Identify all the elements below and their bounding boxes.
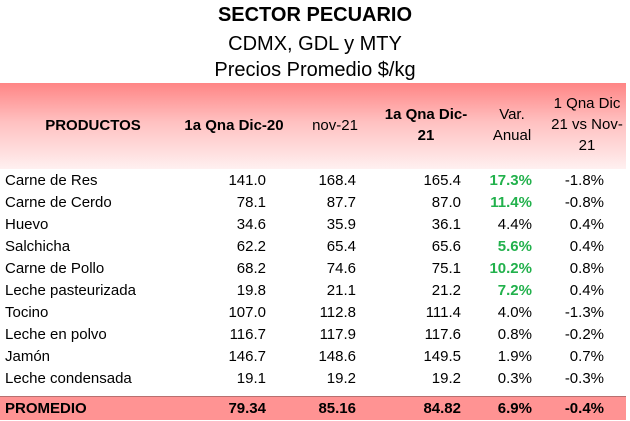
- cell-producto: Jamón: [5, 348, 51, 365]
- footer-var-anual: 6.9%: [497, 400, 532, 417]
- table-row: Salchicha 62.2 65.4 65.6 5.6% 0.4%: [0, 236, 626, 258]
- cell-dic20: 116.7: [229, 326, 266, 343]
- header-var-mensual-line1: 1 Qna Dic: [553, 95, 621, 112]
- cell-dic21: 21.2: [431, 282, 461, 299]
- table-row: Tocino 107.0 112.8 111.4 4.0% -1.3%: [0, 302, 626, 324]
- footer-dic21: 84.82: [423, 400, 461, 417]
- cell-dic21: 165.4: [423, 172, 461, 189]
- header-var-anual: Var. Anual: [482, 104, 542, 146]
- cell-producto: Carne de Pollo: [5, 260, 105, 277]
- table-row: Carne de Pollo 68.2 74.6 75.1 10.2% 0.8%: [0, 258, 626, 280]
- cell-nov21: 87.7: [326, 194, 356, 211]
- page-title: SECTOR PECUARIO: [217, 4, 413, 26]
- cell-var-anual: 7.2%: [497, 282, 532, 299]
- cell-var-anual: 5.6%: [497, 238, 532, 255]
- cell-var-anual: 11.4%: [490, 194, 532, 211]
- cell-var-mensual: 0.4%: [569, 282, 604, 299]
- cell-producto: Huevo: [5, 216, 49, 233]
- cell-nov21: 19.2: [326, 370, 356, 387]
- header-productos: PRODUCTOS: [45, 117, 141, 134]
- cell-dic20: 146.7: [228, 348, 266, 365]
- cell-var-mensual: -0.3%: [564, 370, 604, 387]
- cell-dic20: 141.0: [228, 172, 266, 189]
- cell-dic21: 111.4: [425, 304, 461, 321]
- table-row: Leche condensada 19.1 19.2 19.2 0.3% -0.…: [0, 368, 626, 390]
- cell-var-mensual: -1.8%: [564, 172, 604, 189]
- table-row: Leche pasteurizada 19.8 21.1 21.2 7.2% 0…: [0, 280, 626, 302]
- table-row: Jamón 146.7 148.6 149.5 1.9% 0.7%: [0, 346, 626, 368]
- cell-dic20: 68.2: [236, 260, 266, 277]
- header-var-mensual: 1 Qna Dic 21 vs Nov- 21: [546, 93, 628, 156]
- cell-dic21: 36.1: [431, 216, 461, 233]
- page-subtitle-units: Precios Promedio $/kg: [214, 59, 416, 81]
- footer-nov21: 85.16: [318, 400, 356, 417]
- cell-producto: Leche pasteurizada: [5, 282, 136, 299]
- header-dic21: 1a Qna Dic- 21: [376, 104, 476, 146]
- cell-nov21: 21.1: [326, 282, 356, 299]
- cell-var-anual: 0.8%: [497, 326, 532, 343]
- cell-nov21: 148.6: [318, 348, 356, 365]
- cell-dic20: 19.1: [236, 370, 266, 387]
- cell-dic20: 107.0: [228, 304, 266, 321]
- cell-var-mensual: 0.8%: [569, 260, 604, 277]
- cell-var-anual: 17.3%: [489, 172, 532, 189]
- cell-var-mensual: 0.7%: [569, 348, 604, 365]
- table-row: Carne de Res 141.0 168.4 165.4 17.3% -1.…: [0, 170, 626, 192]
- header-var-anual-line2: Anual: [492, 127, 532, 144]
- cell-producto: Carne de Cerdo: [5, 194, 112, 211]
- cell-producto: Tocino: [5, 304, 49, 321]
- table-footer-promedio: PROMEDIO 79.34 85.16 84.82 6.9% -0.4%: [0, 396, 626, 420]
- table-row: Leche en polvo 116.7 117.9 117.6 0.8% -0…: [0, 324, 626, 346]
- cell-var-anual: 10.2%: [489, 260, 532, 277]
- cell-dic20: 19.8: [236, 282, 266, 299]
- cell-nov21: 65.4: [326, 238, 356, 255]
- table-row: Huevo 34.6 35.9 36.1 4.4% 0.4%: [0, 214, 626, 236]
- cell-var-anual: 1.9%: [497, 348, 532, 365]
- cell-dic21: 117.6: [424, 326, 461, 343]
- cell-dic20: 78.1: [236, 194, 266, 211]
- cell-dic20: 34.6: [236, 216, 266, 233]
- cell-var-mensual: -1.3%: [564, 304, 604, 321]
- cell-var-mensual: -0.2%: [564, 326, 604, 343]
- cell-dic21: 87.0: [431, 194, 461, 211]
- cell-var-mensual: 0.4%: [569, 238, 604, 255]
- page-subtitle-region: CDMX, GDL y MTY: [228, 33, 402, 55]
- cell-nov21: 117.9: [319, 326, 356, 343]
- header-var-mensual-line2: 21 vs Nov-: [551, 116, 623, 133]
- cell-var-anual: 0.3%: [497, 370, 532, 387]
- cell-dic21: 65.6: [431, 238, 461, 255]
- header-var-mensual-line3: 21: [578, 137, 596, 154]
- cell-producto: Salchicha: [5, 238, 71, 255]
- cell-nov21: 168.4: [318, 172, 356, 189]
- footer-dic20: 79.34: [228, 400, 266, 417]
- cell-dic21: 75.1: [431, 260, 461, 277]
- header-dic21-line2: 21: [417, 127, 435, 144]
- header-var-anual-line1: Var.: [499, 106, 525, 123]
- cell-nov21: 74.6: [326, 260, 356, 277]
- cell-var-mensual: 0.4%: [569, 216, 604, 233]
- header-dic21-line1: 1a Qna Dic-: [384, 106, 468, 123]
- table-row: Carne de Cerdo 78.1 87.7 87.0 11.4% -0.8…: [0, 192, 626, 214]
- cell-producto: Carne de Res: [5, 172, 98, 189]
- cell-var-mensual: -0.8%: [564, 194, 604, 211]
- footer-label: PROMEDIO: [5, 400, 87, 417]
- cell-var-anual: 4.0%: [497, 304, 532, 321]
- table-header: PRODUCTOS 1a Qna Dic-20 nov-21 1a Qna Di…: [0, 83, 626, 169]
- cell-producto: Leche condensada: [5, 370, 132, 387]
- header-dic20: 1a Qna Dic-20: [184, 117, 284, 134]
- cell-dic21: 149.5: [423, 348, 461, 365]
- cell-nov21: 112.8: [319, 304, 356, 321]
- cell-nov21: 35.9: [326, 216, 356, 233]
- header-nov21: nov-21: [312, 117, 358, 134]
- cell-var-anual: 4.4%: [497, 216, 532, 233]
- cell-dic20: 62.2: [236, 238, 266, 255]
- cell-producto: Leche en polvo: [5, 326, 107, 343]
- footer-var-mensual: -0.4%: [564, 400, 604, 417]
- cell-dic21: 19.2: [431, 370, 461, 387]
